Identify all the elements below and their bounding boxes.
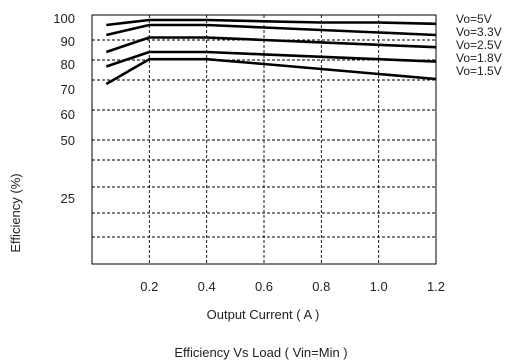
x-tick-labels: 0.2 0.4 0.6 0.8 1.0 1.2 (140, 279, 445, 294)
legend-item: Vo=5V (456, 12, 492, 26)
plot-area (91, 14, 437, 265)
series-line (106, 23, 437, 37)
y-tick-label: 60 (61, 107, 75, 122)
series-line (105, 36, 437, 54)
y-tick-label: 25 (61, 191, 75, 206)
series-layer (105, 18, 437, 86)
x-tick-label: 1.0 (370, 279, 388, 294)
y-tick-label: 50 (61, 133, 75, 148)
y-tick-label: 100 (53, 11, 75, 26)
y-tick-labels: 100 90 80 70 60 50 25 (53, 11, 75, 206)
series-line (105, 57, 437, 86)
chart-caption: Efficiency Vs Load ( Vin=Min ) (174, 345, 347, 360)
x-tick-label: 0.6 (255, 279, 273, 294)
x-tick-label: 0.8 (312, 279, 330, 294)
y-axis-title: Efficiency (%) (8, 173, 23, 252)
x-tick-label: 1.2 (427, 279, 445, 294)
legend-item: Vo=1.5V (456, 64, 502, 78)
series-line (106, 18, 437, 27)
y-tick-label: 80 (61, 57, 75, 72)
y-tick-label: 70 (61, 82, 75, 97)
legend-item: Vo=2.5V (456, 38, 502, 52)
x-tick-label: 0.4 (198, 279, 216, 294)
legend-item: Vo=3.3V (456, 25, 502, 39)
series-line (105, 50, 437, 68)
legend-item: Vo=1.8V (456, 51, 502, 65)
grid (92, 14, 436, 264)
x-tick-label: 0.2 (140, 279, 158, 294)
y-tick-label: 90 (61, 34, 75, 49)
x-axis-title: Output Current ( A ) (207, 307, 320, 322)
